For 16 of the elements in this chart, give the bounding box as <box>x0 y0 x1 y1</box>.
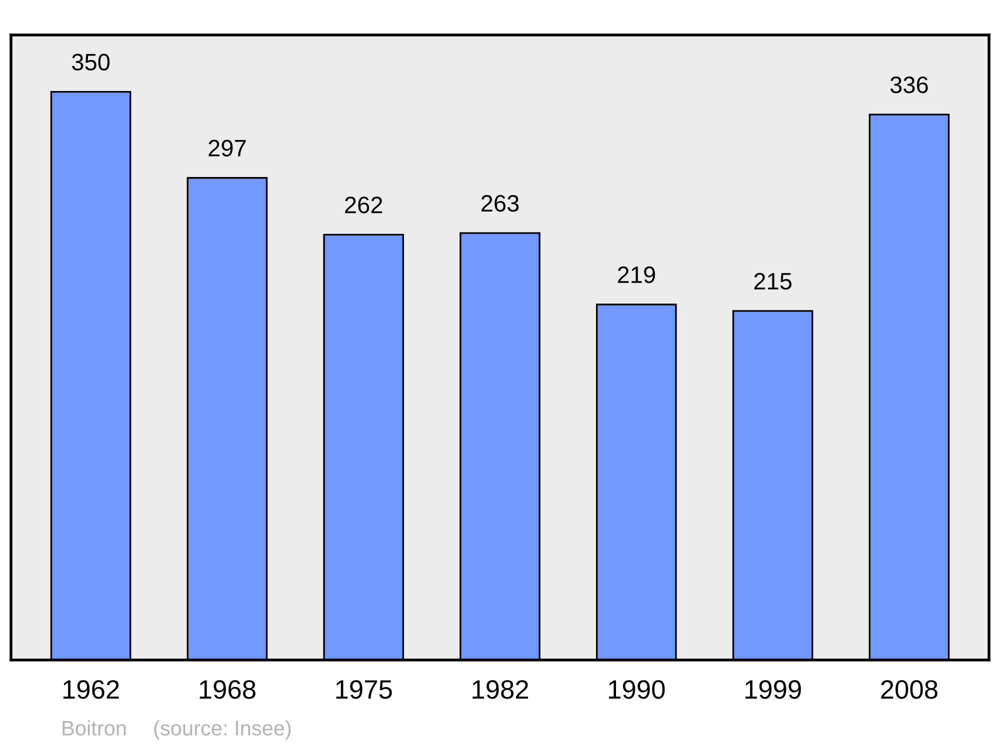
x-tick-label: 1982 <box>472 680 528 699</box>
text: (source: Insee) <box>154 720 291 740</box>
x-tick-label: 1975 <box>336 680 392 699</box>
x-tick-label: 2008 <box>881 680 938 699</box>
data-label: 336 <box>890 76 928 94</box>
x-tick-label: 1962 <box>63 680 119 699</box>
data-label: 215 <box>754 272 792 290</box>
data-label: 350 <box>72 54 110 70</box>
x-tick-label: 1999 <box>745 680 801 699</box>
data-label: 263 <box>481 195 519 212</box>
text: Boitron <box>62 720 126 736</box>
data-label: 297 <box>208 140 246 157</box>
x-tick-label: 1968 <box>200 680 256 699</box>
data-label: 262 <box>345 196 382 214</box>
data-label: 219 <box>618 266 655 284</box>
x-tick-label: 1990 <box>609 680 665 699</box>
